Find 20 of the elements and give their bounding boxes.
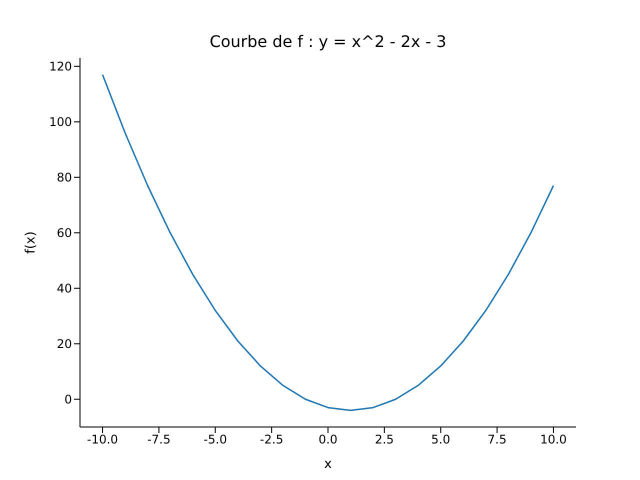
y-tick-label: 80 (56, 170, 72, 185)
x-tick-label: 2.5 (374, 432, 394, 447)
x-tick-label: -2.5 (260, 432, 284, 447)
y-tick-label: 0 (64, 392, 72, 407)
x-tick-label: 10.0 (540, 432, 567, 447)
y-tick-label: 120 (49, 60, 72, 74)
line-series (102, 74, 554, 412)
chart-title: Courbe de f : y = x^2 - 2x - 3 (208, 32, 448, 51)
x-tick-label: -5.0 (204, 432, 227, 447)
x-tick-label: 5.0 (431, 432, 450, 447)
y-tick-label: 40 (56, 282, 72, 296)
y-axis-title: f(x) (24, 231, 39, 254)
x-tick-label: -7.5 (147, 432, 171, 447)
x-tick-label: 7.5 (488, 432, 507, 447)
y-tick-label: 20 (56, 337, 72, 352)
x-tick-label: 0.0 (318, 432, 338, 447)
x-tick-label: -10.0 (87, 432, 118, 447)
y-tick-label: 100 (49, 115, 72, 130)
y-tick-label: 60 (56, 226, 72, 240)
x-axis-title: x (324, 457, 332, 472)
